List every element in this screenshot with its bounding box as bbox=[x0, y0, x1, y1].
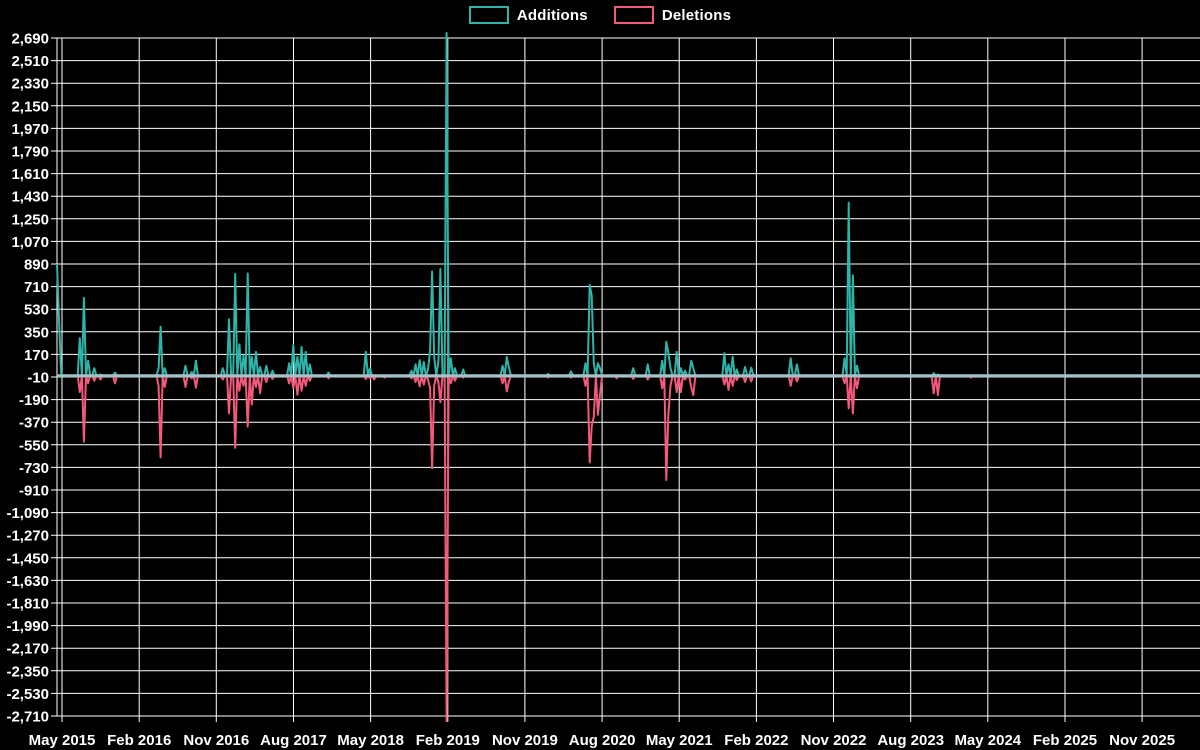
x-axis-tick-label: Feb 2016 bbox=[107, 732, 171, 749]
y-axis-tick-label: 170 bbox=[24, 347, 49, 364]
y-axis-tick-label: 1,610 bbox=[11, 166, 49, 183]
additions-line bbox=[56, 32, 1199, 377]
y-axis-tick-label: 1,790 bbox=[11, 144, 49, 161]
legend-additions-label: Additions bbox=[516, 6, 588, 24]
y-axis-tick-label: 1,070 bbox=[11, 234, 49, 251]
y-axis-tick-label: 1,970 bbox=[11, 121, 49, 138]
legend-deletions-label: Deletions bbox=[661, 6, 732, 24]
x-axis-tick-label: Feb 2022 bbox=[724, 732, 788, 749]
y-axis-tick-label: 350 bbox=[24, 324, 49, 341]
y-axis-tick-label: 2,150 bbox=[11, 98, 49, 115]
y-axis-tick-label: -1,450 bbox=[6, 550, 49, 567]
y-axis-tick-label: -2,530 bbox=[6, 686, 49, 703]
deletions-line bbox=[57, 374, 1199, 722]
y-axis-tick-label: -550 bbox=[19, 437, 49, 454]
y-axis-tick-label: -1,630 bbox=[6, 573, 49, 590]
y-axis-tick-label: -730 bbox=[19, 460, 49, 477]
x-axis-tick-label: Nov 2025 bbox=[1109, 732, 1175, 749]
y-axis-tick-label: -1,270 bbox=[6, 528, 49, 545]
y-axis-tick-label: -2,710 bbox=[6, 709, 49, 726]
y-axis-tick-label: -2,350 bbox=[6, 663, 49, 680]
y-axis-tick-label: -10 bbox=[27, 370, 49, 387]
x-axis-tick-label: May 2015 bbox=[29, 732, 96, 749]
y-axis-tick-label: 890 bbox=[24, 257, 49, 274]
x-axis-tick-label: Feb 2025 bbox=[1033, 732, 1097, 749]
y-axis-tick-label: 1,250 bbox=[11, 211, 49, 228]
x-axis-tick-label: May 2024 bbox=[954, 732, 1021, 749]
chart-legend: Additions Deletions bbox=[0, 6, 1200, 24]
y-axis-tick-label: -1,810 bbox=[6, 596, 49, 613]
x-axis-tick-label: May 2018 bbox=[337, 732, 404, 749]
y-axis-tick-label: 1,430 bbox=[11, 189, 49, 206]
x-axis-tick-label: Aug 2023 bbox=[877, 732, 944, 749]
y-axis-tick-label: -370 bbox=[19, 415, 49, 432]
deletions-swatch-icon bbox=[613, 6, 654, 24]
legend-item-additions[interactable]: Additions bbox=[468, 6, 588, 24]
y-axis-tick-label: -1,090 bbox=[6, 505, 49, 522]
y-axis-tick-label: -2,170 bbox=[6, 641, 49, 658]
y-axis-tick-label: -1,990 bbox=[6, 618, 49, 635]
y-axis-tick-label: 2,330 bbox=[11, 76, 49, 93]
x-axis-tick-label: Nov 2016 bbox=[183, 732, 249, 749]
y-axis-tick-label: -910 bbox=[19, 483, 49, 500]
y-axis-tick-label: -190 bbox=[19, 392, 49, 409]
additions-swatch-icon bbox=[468, 6, 509, 24]
legend-item-deletions[interactable]: Deletions bbox=[613, 6, 732, 24]
x-axis-tick-label: Aug 2020 bbox=[569, 732, 636, 749]
y-axis-tick-label: 2,690 bbox=[11, 31, 49, 48]
x-axis-tick-label: Nov 2019 bbox=[492, 732, 558, 749]
x-axis-tick-label: Nov 2022 bbox=[801, 732, 867, 749]
y-axis-tick-label: 530 bbox=[24, 302, 49, 319]
y-axis-tick-label: 710 bbox=[24, 279, 49, 296]
y-axis-tick-label: 2,510 bbox=[11, 53, 49, 70]
x-axis-tick-label: Aug 2017 bbox=[260, 732, 327, 749]
x-axis-tick-label: May 2021 bbox=[646, 732, 713, 749]
x-axis-tick-label: Feb 2019 bbox=[416, 732, 480, 749]
